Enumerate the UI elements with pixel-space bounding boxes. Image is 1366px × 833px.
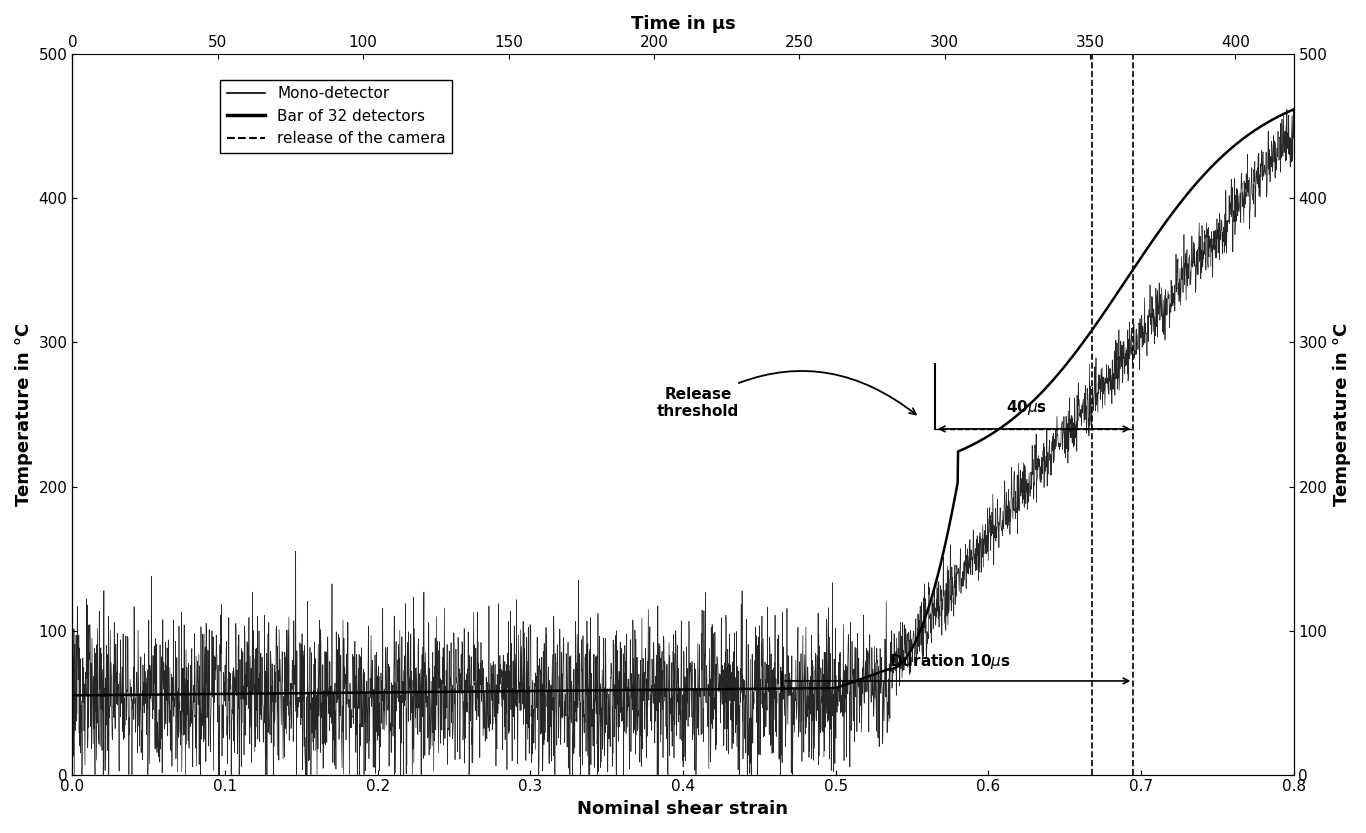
Legend: Mono-detector, Bar of 32 detectors, release of the camera: Mono-detector, Bar of 32 detectors, rele… <box>220 80 452 152</box>
Text: 40$\mu$s: 40$\mu$s <box>1005 398 1048 417</box>
X-axis label: Nominal shear strain: Nominal shear strain <box>578 800 788 818</box>
Y-axis label: Temperature in °C: Temperature in °C <box>1333 323 1351 506</box>
X-axis label: Time in μs: Time in μs <box>631 15 735 33</box>
Y-axis label: Temperature in °C: Temperature in °C <box>15 323 33 506</box>
Text: Duration 10$\mu$s: Duration 10$\mu$s <box>889 652 1011 671</box>
Text: Release
threshold: Release threshold <box>657 371 915 419</box>
